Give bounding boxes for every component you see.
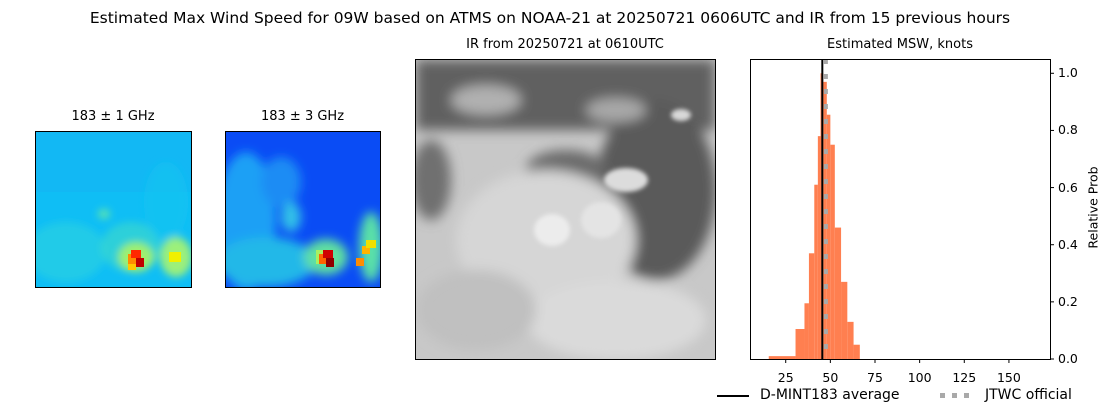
ir-image [415, 59, 716, 360]
histogram-bar [853, 344, 860, 359]
mw2-title: 183 ± 3 GHz [260, 109, 345, 124]
legend-jtwc-swatch [940, 393, 972, 398]
x-tick-label: 125 [952, 370, 977, 385]
hist-frame [750, 59, 1051, 360]
hist-ylabel-wrap: Relative Prob [1083, 130, 1100, 290]
legend-jtwc-label: JTWC official [985, 387, 1072, 403]
x-tick-label: 75 [867, 370, 883, 385]
x-tick-label: 50 [822, 370, 839, 385]
y-tick-label: 0.0 [1058, 351, 1078, 366]
histogram-bar [841, 281, 848, 359]
x-tick-label: 100 [907, 370, 932, 385]
y-tick-label: 0.4 [1058, 236, 1078, 252]
x-tick-label: 150 [996, 370, 1021, 385]
mw2-image [225, 131, 381, 288]
legend-average-label: D-MINT183 average [760, 387, 900, 403]
legend-average-swatch [717, 395, 749, 397]
histogram-bar [830, 144, 835, 359]
y-tick-label: 0.6 [1058, 179, 1078, 195]
histogram-bar [814, 184, 818, 359]
x-tick-label: 25 [777, 370, 794, 385]
hist-ylabel: Relative Prob [1085, 166, 1100, 249]
histogram-bar [826, 114, 831, 359]
mw1-image [35, 131, 192, 288]
y-tick-label: 0.2 [1058, 293, 1078, 309]
histogram-bar [804, 303, 809, 359]
histogram-bar [823, 81, 827, 359]
y-tick-label: 0.8 [1058, 122, 1078, 138]
ir-title: IR from 20250721 at 0610UTC [466, 37, 664, 52]
histogram-bar [795, 329, 805, 359]
hist-title: Estimated MSW, knots [827, 37, 973, 52]
histogram-bar [834, 227, 842, 359]
histogram-chart [750, 59, 1054, 363]
histogram-bar [768, 356, 796, 359]
y-tick-label: 1.0 [1058, 65, 1078, 81]
histogram-bar [808, 253, 815, 359]
mw1-title: 183 ± 1 GHz [71, 109, 155, 124]
figure-suptitle: Estimated Max Wind Speed for 09W based o… [89, 9, 1011, 27]
histogram-bar [847, 321, 854, 359]
histogram-bar [817, 136, 821, 359]
